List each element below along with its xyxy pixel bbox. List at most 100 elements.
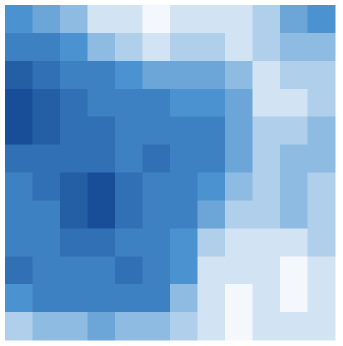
heatmap-cell (60, 228, 88, 256)
heatmap-cell (253, 117, 281, 145)
heatmap-cell (33, 173, 61, 201)
heatmap-cell (5, 312, 33, 340)
heatmap-cell (253, 33, 281, 61)
heatmap-cell (225, 61, 253, 89)
heatmap-cell (60, 33, 88, 61)
heatmap-cell (253, 89, 281, 117)
heatmap-cell (253, 173, 281, 201)
heatmap-cell (115, 145, 143, 173)
heatmap-cell (170, 200, 198, 228)
heatmap-cell (225, 200, 253, 228)
heatmap-cell (225, 173, 253, 201)
heatmap-cell (143, 284, 171, 312)
heatmap-cell (253, 312, 281, 340)
heatmap-cell (253, 228, 281, 256)
heatmap-cell (5, 5, 33, 33)
heatmap-cell (225, 145, 253, 173)
heatmap-cell (115, 33, 143, 61)
heatmap-cell (198, 5, 226, 33)
heatmap-cell (88, 284, 116, 312)
heatmap-cell (88, 117, 116, 145)
heatmap-cell (60, 284, 88, 312)
heatmap-cell (308, 5, 336, 33)
heatmap-cell (5, 228, 33, 256)
heatmap-cell (225, 89, 253, 117)
heatmap-cell (115, 312, 143, 340)
heatmap-cell (143, 173, 171, 201)
heatmap-cell (198, 173, 226, 201)
heatmap-cell (5, 117, 33, 145)
page: (() => { const data = JSON.parse(documen… (0, 0, 343, 346)
heatmap-cell (170, 312, 198, 340)
heatmap-cell (33, 228, 61, 256)
heatmap-cell (308, 228, 336, 256)
heatmap-cell (170, 145, 198, 173)
heatmap-cell (60, 256, 88, 284)
heatmap-cell (33, 89, 61, 117)
heatmap-cell (143, 5, 171, 33)
heatmap-cell (280, 312, 308, 340)
heatmap-cell (198, 228, 226, 256)
heatmap-cell (225, 117, 253, 145)
heatmap-cell (170, 61, 198, 89)
heatmap-cell (60, 145, 88, 173)
heatmap-cell (5, 256, 33, 284)
heatmap-cell (115, 5, 143, 33)
heatmap-cell (60, 5, 88, 33)
heatmap-cell (198, 117, 226, 145)
heatmap-cell (115, 117, 143, 145)
heatmap-cell (280, 145, 308, 173)
heatmap-cell (280, 61, 308, 89)
heatmap-cell (253, 200, 281, 228)
heatmap-cell (170, 33, 198, 61)
heatmap-cell (60, 173, 88, 201)
heatmap-cell (198, 312, 226, 340)
heatmap-cell (143, 228, 171, 256)
heatmap-cell (253, 5, 281, 33)
heatmap-cell (115, 89, 143, 117)
heatmap-cell (33, 200, 61, 228)
heatmap-cell (115, 256, 143, 284)
heatmap-cell (33, 256, 61, 284)
heatmap-cell (308, 145, 336, 173)
heatmap-cell (280, 5, 308, 33)
heatmap-cell (115, 228, 143, 256)
heatmap-cell (143, 256, 171, 284)
heatmap-cell (225, 5, 253, 33)
heatmap-cell (88, 228, 116, 256)
heatmap-cell (88, 145, 116, 173)
heatmap-cell (308, 61, 336, 89)
heatmap-cell (5, 145, 33, 173)
heatmap-cell (198, 256, 226, 284)
heatmap-cell (225, 33, 253, 61)
heatmap-cell (308, 89, 336, 117)
heatmap-cell (170, 5, 198, 33)
heatmap-cell (60, 61, 88, 89)
heatmap-cell (5, 61, 33, 89)
heatmap-cell (115, 61, 143, 89)
heatmap-cell (253, 256, 281, 284)
heatmap-cell (225, 312, 253, 340)
heatmap-cell (60, 312, 88, 340)
heatmap-cell (170, 284, 198, 312)
heatmap-cell (170, 256, 198, 284)
heatmap-cell (5, 33, 33, 61)
heatmap-cell (280, 173, 308, 201)
heatmap-cell (198, 284, 226, 312)
heatmap-cell (308, 33, 336, 61)
heatmap-cell (115, 173, 143, 201)
heatmap-cell (308, 117, 336, 145)
heatmap-cell (143, 312, 171, 340)
heatmap-cell (88, 312, 116, 340)
heatmap-cell (33, 284, 61, 312)
heatmap-cell (280, 228, 308, 256)
heatmap-cell (88, 61, 116, 89)
heatmap-cell (280, 117, 308, 145)
heatmap-cell (88, 5, 116, 33)
heatmap-cell (280, 200, 308, 228)
heatmap-cell (88, 89, 116, 117)
heatmap-cell (115, 200, 143, 228)
heatmap-cell (88, 200, 116, 228)
heatmap-cell (198, 61, 226, 89)
heatmap-cell (253, 61, 281, 89)
